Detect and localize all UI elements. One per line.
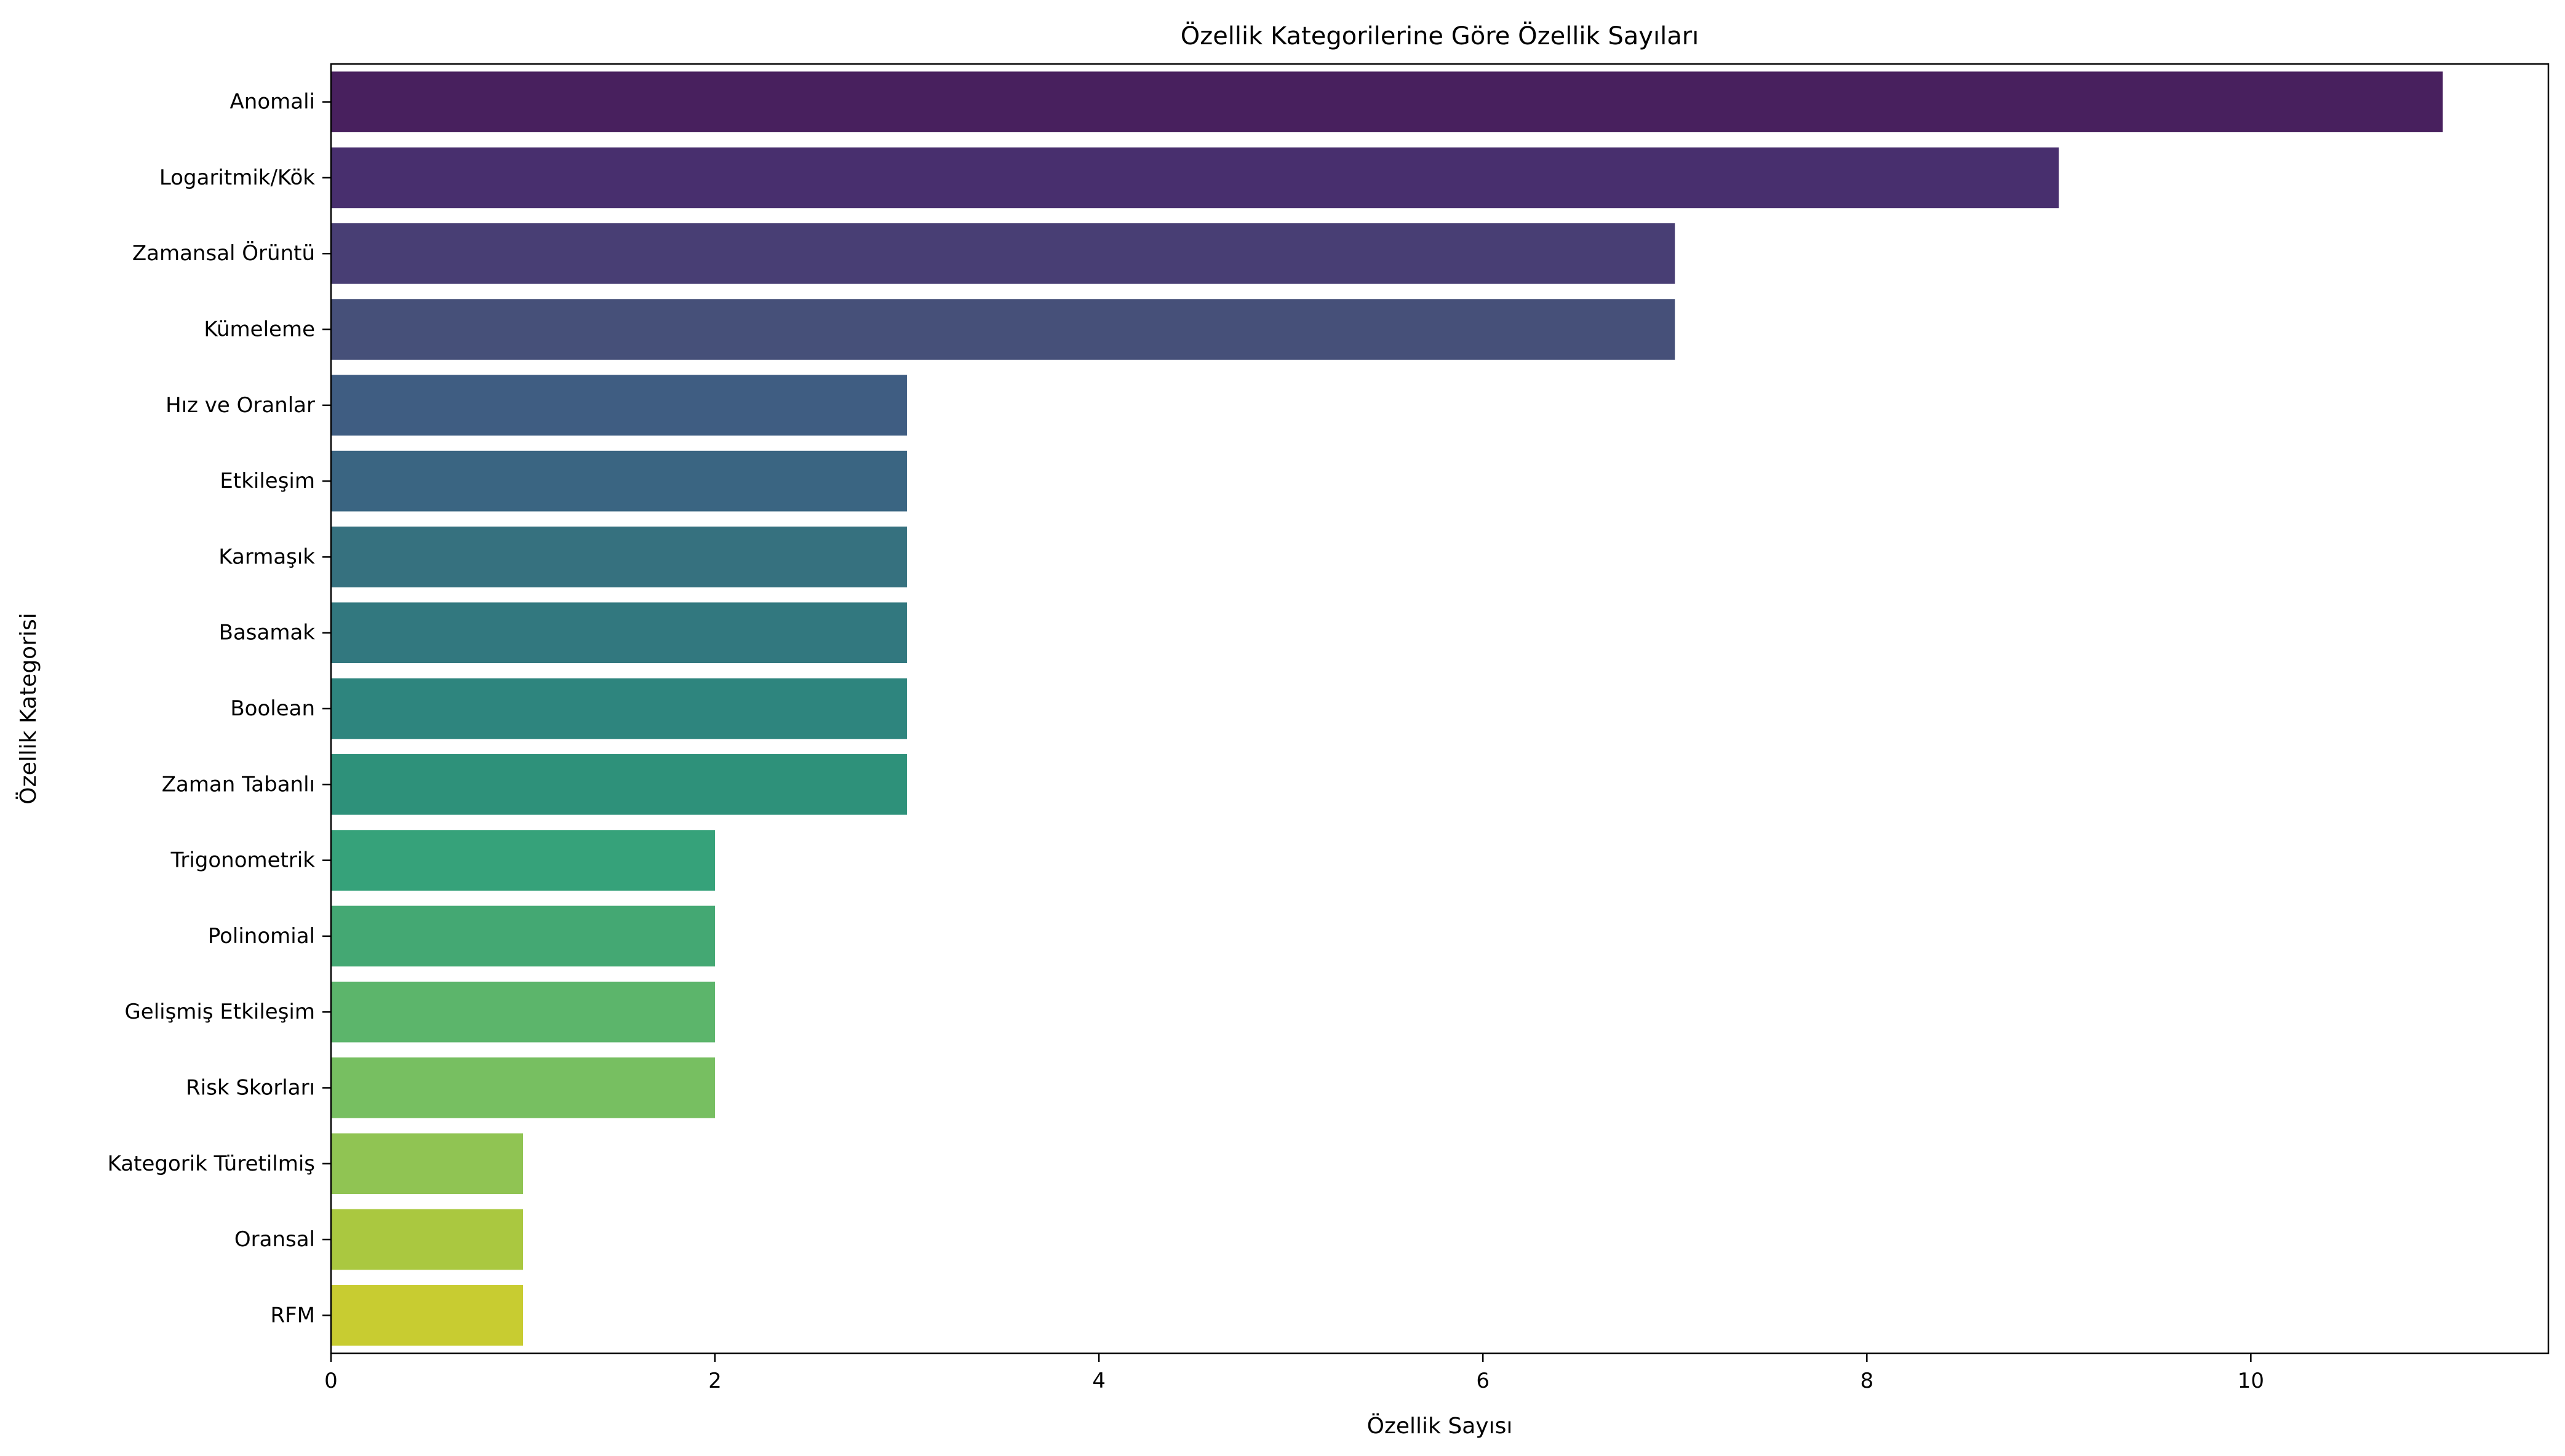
y-tick-label: Kategorik Türetilmiş [108, 1152, 315, 1176]
bar [331, 1133, 524, 1195]
x-tick-label: 6 [1476, 1369, 1490, 1393]
bar [331, 754, 908, 815]
x-axis-ticks: 0 2 4 6 8 10 [324, 1353, 2264, 1393]
bar [331, 981, 716, 1043]
y-tick-label: Karmaşık [218, 544, 315, 569]
x-tick-label: 0 [324, 1369, 338, 1393]
x-tick-label: 8 [1860, 1369, 1873, 1393]
bar [331, 71, 2443, 132]
y-tick-label: Zamansal Örüntü [132, 241, 315, 266]
bar [331, 147, 2059, 209]
y-tick-label: Gelişmiş Etkileşim [124, 1000, 315, 1024]
x-axis-label: Özellik Sayısı [1367, 1413, 1513, 1439]
x-tick-label: 4 [1092, 1369, 1106, 1393]
y-axis-ticks: Anomali Logaritmik/Kök Zamansal Örüntü Küme… [108, 90, 331, 1327]
y-tick-label: Logaritmik/Kök [159, 165, 315, 190]
bar [331, 905, 716, 967]
bar [331, 223, 1675, 284]
y-tick-label: Trigonometrik [170, 848, 316, 873]
bar [331, 375, 908, 436]
y-tick-label: Risk Skorları [186, 1075, 315, 1100]
bar [331, 527, 908, 587]
y-tick-label: Kümeleme [204, 317, 315, 342]
y-tick-label: Etkileşim [220, 469, 315, 493]
y-tick-label: Anomali [230, 90, 315, 114]
y-tick-label: Basamak [219, 621, 316, 645]
y-tick-label: Hız ve Oranlar [166, 393, 315, 418]
x-tick-label: 2 [708, 1369, 722, 1393]
x-tick-label: 10 [2238, 1369, 2264, 1393]
chart-title: Özellik Kategorilerine Göre Özellik Sayı… [1181, 21, 1699, 50]
bar [331, 1057, 716, 1118]
bar [331, 299, 1675, 360]
bar [331, 602, 908, 664]
y-tick-label: Boolean [230, 696, 315, 721]
bar [331, 830, 716, 891]
bar [331, 1209, 524, 1270]
y-tick-label: Polinomial [208, 924, 315, 949]
y-tick-label: Zaman Tabanlı [162, 772, 315, 797]
bar [331, 450, 908, 512]
plot-area-frame [330, 63, 2550, 1355]
bar [331, 1285, 524, 1346]
y-tick-label: RFM [270, 1303, 315, 1327]
y-axis-label: Özellik Kategorisi [15, 613, 41, 804]
bar [331, 678, 908, 739]
bars-group [331, 71, 2443, 1346]
y-tick-label: Oransal [234, 1227, 315, 1252]
